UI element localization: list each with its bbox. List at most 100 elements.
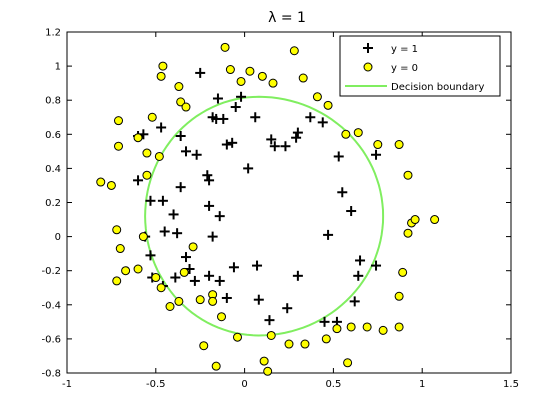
data-point-positive (305, 112, 316, 123)
x-tick-label: 1.5 (503, 379, 519, 390)
data-point-negative (199, 341, 209, 351)
data-point-positive (180, 252, 191, 263)
data-point-positive (157, 195, 168, 206)
data-point-negative (410, 215, 420, 225)
data-point-negative (394, 291, 404, 301)
y-tick-label: 0.4 (45, 164, 61, 175)
data-point-negative (245, 66, 255, 76)
data-point-positive (349, 296, 360, 307)
data-point-negative (263, 366, 273, 376)
data-point-positive (204, 175, 215, 186)
data-point-positive (292, 127, 303, 138)
data-point-negative (394, 140, 404, 150)
data-point-positive (230, 102, 241, 113)
data-point-negative (398, 267, 408, 277)
y-tick-label: 0.8 (45, 96, 61, 107)
data-point-negative (236, 76, 246, 86)
data-point-negative (176, 97, 186, 107)
data-point-positive (292, 270, 303, 281)
data-point-positive (317, 117, 328, 128)
data-point-negative (133, 133, 143, 143)
data-point-positive (250, 112, 261, 123)
data-point-positive (175, 131, 186, 142)
data-point-positive (214, 211, 225, 222)
data-point-negative (298, 73, 308, 83)
data-point-positive (145, 195, 156, 206)
x-tick-label: -0.5 (146, 379, 166, 390)
data-point-negative (96, 177, 106, 187)
data-point-negative (284, 339, 294, 349)
data-point-negative (378, 325, 388, 335)
data-point-negative (220, 42, 230, 52)
data-point-positive (191, 149, 202, 160)
y-tick-label: 1.2 (45, 28, 61, 39)
chart-title: λ = 1 (268, 10, 306, 26)
data-point-positive (353, 270, 364, 281)
data-point-positive (269, 141, 280, 152)
data-point-positive (346, 206, 357, 217)
data-point-negative (121, 266, 131, 276)
data-point-positive (355, 255, 366, 266)
data-point-positive (319, 316, 330, 327)
data-point-negative (225, 65, 235, 75)
data-point-positive (202, 170, 213, 181)
data-point-negative (114, 116, 124, 126)
data-point-negative (208, 296, 218, 306)
data-point-negative (289, 46, 299, 56)
data-point-positive (333, 151, 344, 162)
data-point-positive (207, 231, 218, 242)
data-point-positive (291, 132, 302, 143)
data-point-negative (156, 283, 166, 293)
data-point-positive (214, 275, 225, 286)
y-tick-label: -0.8 (41, 369, 61, 380)
data-point-positive (221, 139, 232, 150)
legend: y = 1 y = 0 Decision boundary (339, 35, 501, 97)
decision-boundary-layer (144, 95, 385, 337)
data-point-positive (204, 270, 215, 281)
data-point-negative (217, 312, 227, 322)
data-point-negative (346, 322, 356, 332)
data-point-negative (394, 322, 404, 332)
x-tick-label: 0.5 (325, 379, 341, 390)
data-point-positive (168, 209, 179, 220)
data-point-positive (172, 228, 183, 239)
data-point-negative (232, 332, 242, 342)
data-point-negative (138, 232, 148, 242)
data-point-negative (112, 225, 122, 235)
data-point-negative (115, 244, 125, 254)
data-point-negative (353, 128, 363, 138)
x-axis-ticks: -1 -0.5 0 0.5 1 1.5 (62, 32, 519, 390)
data-point-positive (133, 175, 144, 186)
data-point-negative (430, 215, 440, 225)
circle-marker-icon (363, 62, 373, 72)
data-point-positive (228, 262, 239, 273)
data-point-negative (257, 71, 267, 81)
data-point-positive (280, 141, 291, 152)
y-tick-label: 0 (55, 232, 61, 243)
data-point-negative (300, 339, 310, 349)
decision-boundary-curve (144, 95, 385, 337)
x-tick-label: 1 (419, 379, 425, 390)
data-point-positive (204, 200, 215, 211)
y-tick-label: 1 (55, 62, 61, 73)
data-point-negative (266, 330, 276, 340)
data-point-negative (373, 140, 383, 150)
data-point-negative (142, 148, 152, 158)
data-point-positive (282, 303, 293, 314)
data-point-positive (212, 93, 223, 104)
data-point-positive (221, 292, 232, 303)
data-point-positive (337, 187, 348, 198)
data-point-negative (114, 141, 124, 151)
legend-label-negative: y = 0 (391, 63, 418, 74)
data-point-negative (362, 322, 372, 332)
x-tick-label: 0 (241, 379, 247, 390)
data-point-negative (106, 180, 116, 190)
data-point-positive (236, 91, 247, 102)
data-point-negative (156, 71, 166, 81)
data-point-positive (189, 275, 200, 286)
y-tick-label: 0.6 (45, 130, 61, 141)
data-point-positive (252, 260, 263, 271)
data-point-negative (133, 264, 143, 274)
data-point-negative (341, 129, 351, 139)
data-point-negative (151, 273, 161, 283)
